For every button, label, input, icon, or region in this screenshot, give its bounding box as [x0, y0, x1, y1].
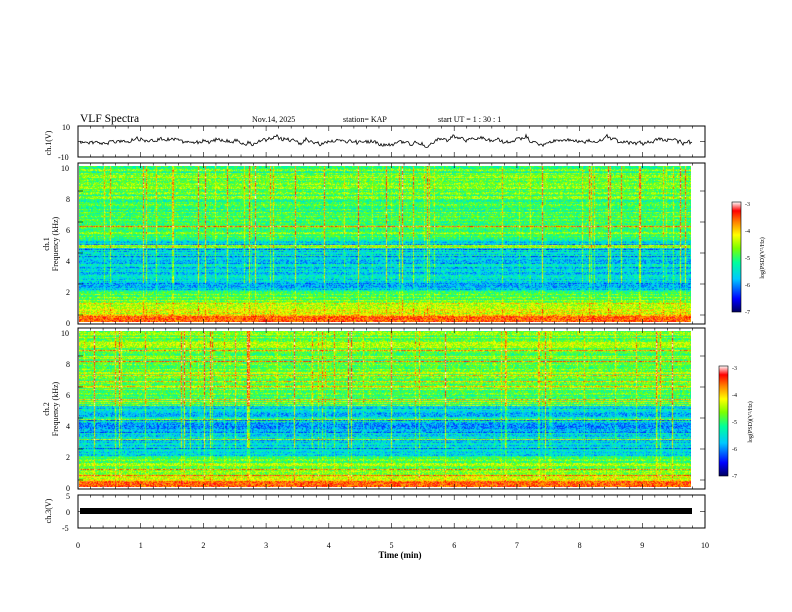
ch2-colorbar: -3 -4 -5 -6 -7 log(PSD)(V²/Hz) — [718, 365, 754, 480]
ch1-cb-tick-5: -5 — [745, 256, 750, 262]
ch1-ftick-10: 10 — [61, 164, 69, 173]
ch2-cb-tick-5: -5 — [732, 420, 737, 426]
ch2-cb-tick-4: -4 — [732, 393, 737, 399]
time-tick-label: 0 — [76, 541, 80, 550]
ch1-spectrogram-panel: 0 2 4 6 8 10 ch.1 Frequency (kHz) — [42, 162, 706, 328]
ch2-cb-tick-7: -7 — [732, 474, 737, 480]
ch2-spectrogram-image — [79, 331, 691, 487]
time-tick-label: 7 — [515, 541, 519, 550]
ch2-ftick-0: 0 — [66, 484, 70, 493]
ch1-ftick-2: 2 — [66, 288, 70, 297]
ch3-waveform-ticks — [77, 495, 706, 528]
time-tick-label: 10 — [701, 541, 709, 550]
ch1-ftick-6: 6 — [66, 226, 70, 235]
ch3-ytick-neg5: -5 — [62, 524, 69, 533]
ch2-ftick-8: 8 — [66, 360, 70, 369]
ch2-ftick-4: 4 — [66, 422, 70, 431]
time-tick-label: 5 — [390, 541, 394, 550]
time-tick-label: 6 — [452, 541, 456, 550]
ch1-ftick-8: 8 — [66, 195, 70, 204]
ch3-waveform-ylabel: ch.3(V) — [44, 498, 53, 523]
time-tick-label: 9 — [640, 541, 644, 550]
time-tick-label: 3 — [264, 541, 268, 550]
ch1-spectrogram-ticks — [77, 163, 706, 324]
ch3-waveform-trace — [80, 508, 692, 514]
ch2-colorbar-scale — [718, 365, 729, 477]
ch2-ftick-10: 10 — [61, 329, 69, 338]
ch2-cb-tick-6: -6 — [732, 447, 737, 453]
ch2-ftick-6: 6 — [66, 391, 70, 400]
time-tick-label: 2 — [201, 541, 205, 550]
ch3-waveform-panel: 5 0 -5 ch.3(V) 0 1 2 3 4 5 6 7 8 9 10 Time (min) — [44, 492, 709, 560]
time-axis-label: Time (min) — [378, 550, 421, 560]
ch1-ytick-10: 10 — [62, 123, 70, 132]
ch2-spectrogram-ylabel2: Frequency (kHz) — [51, 381, 60, 436]
time-tick-label: 1 — [139, 541, 143, 550]
ch3-ytick-0: 0 — [66, 508, 70, 517]
ch1-waveform-trace — [79, 133, 693, 148]
ch2-spectrogram-ticks — [77, 328, 706, 489]
ch1-cb-tick-7: -7 — [745, 310, 750, 316]
ch1-waveform-ticks — [77, 126, 706, 157]
ch1-waveform-ylabel: ch.1(V) — [44, 130, 53, 155]
station-label: station= KAP — [343, 115, 387, 124]
ch2-colorbar-label: log(PSD)(V²/Hz) — [747, 401, 754, 442]
ch1-colorbar-scale — [731, 201, 742, 313]
ch2-cb-tick-3: -3 — [732, 366, 737, 372]
ch1-colorbar: -3 -4 -5 -6 -7 log(PSD)(V²/Hz) — [731, 201, 766, 316]
date-label: Nov.14, 2025 — [252, 115, 295, 124]
figure-title: VLF Spectra — [80, 113, 139, 125]
ch2-spectrogram-ylabel: ch.2 — [42, 402, 51, 416]
ch1-spectrogram-ylabel2: Frequency (kHz) — [51, 216, 60, 271]
ch3-ytick-5: 5 — [66, 492, 70, 501]
ch1-ytick-neg10: -10 — [58, 153, 69, 162]
ch1-cb-tick-4: -4 — [745, 229, 750, 235]
ch1-spectrogram-image — [79, 166, 691, 322]
ch2-ftick-2: 2 — [66, 453, 70, 462]
ch1-ftick-4: 4 — [66, 257, 70, 266]
ch2-spectrogram-panel: 0 2 4 6 8 10 ch.2 Frequency (kHz) — [42, 327, 706, 493]
ch1-colorbar-label: log(PSD)(V²/Hz) — [759, 237, 766, 278]
ch1-cb-tick-3: -3 — [745, 202, 750, 208]
ch1-spectrogram-ylabel: ch.1 — [42, 237, 51, 251]
start-time-label: start UT = 1 : 30 : 1 — [438, 115, 501, 124]
time-tick-label: 4 — [327, 541, 331, 550]
ch1-cb-tick-6: -6 — [745, 283, 750, 289]
time-tick-label: 8 — [578, 541, 582, 550]
time-axis-tick-labels: 0 1 2 3 4 5 6 7 8 9 10 — [76, 541, 709, 550]
ch1-waveform-panel: 10 -10 ch.1(V) — [44, 123, 706, 162]
ch1-ftick-0: 0 — [66, 319, 70, 328]
